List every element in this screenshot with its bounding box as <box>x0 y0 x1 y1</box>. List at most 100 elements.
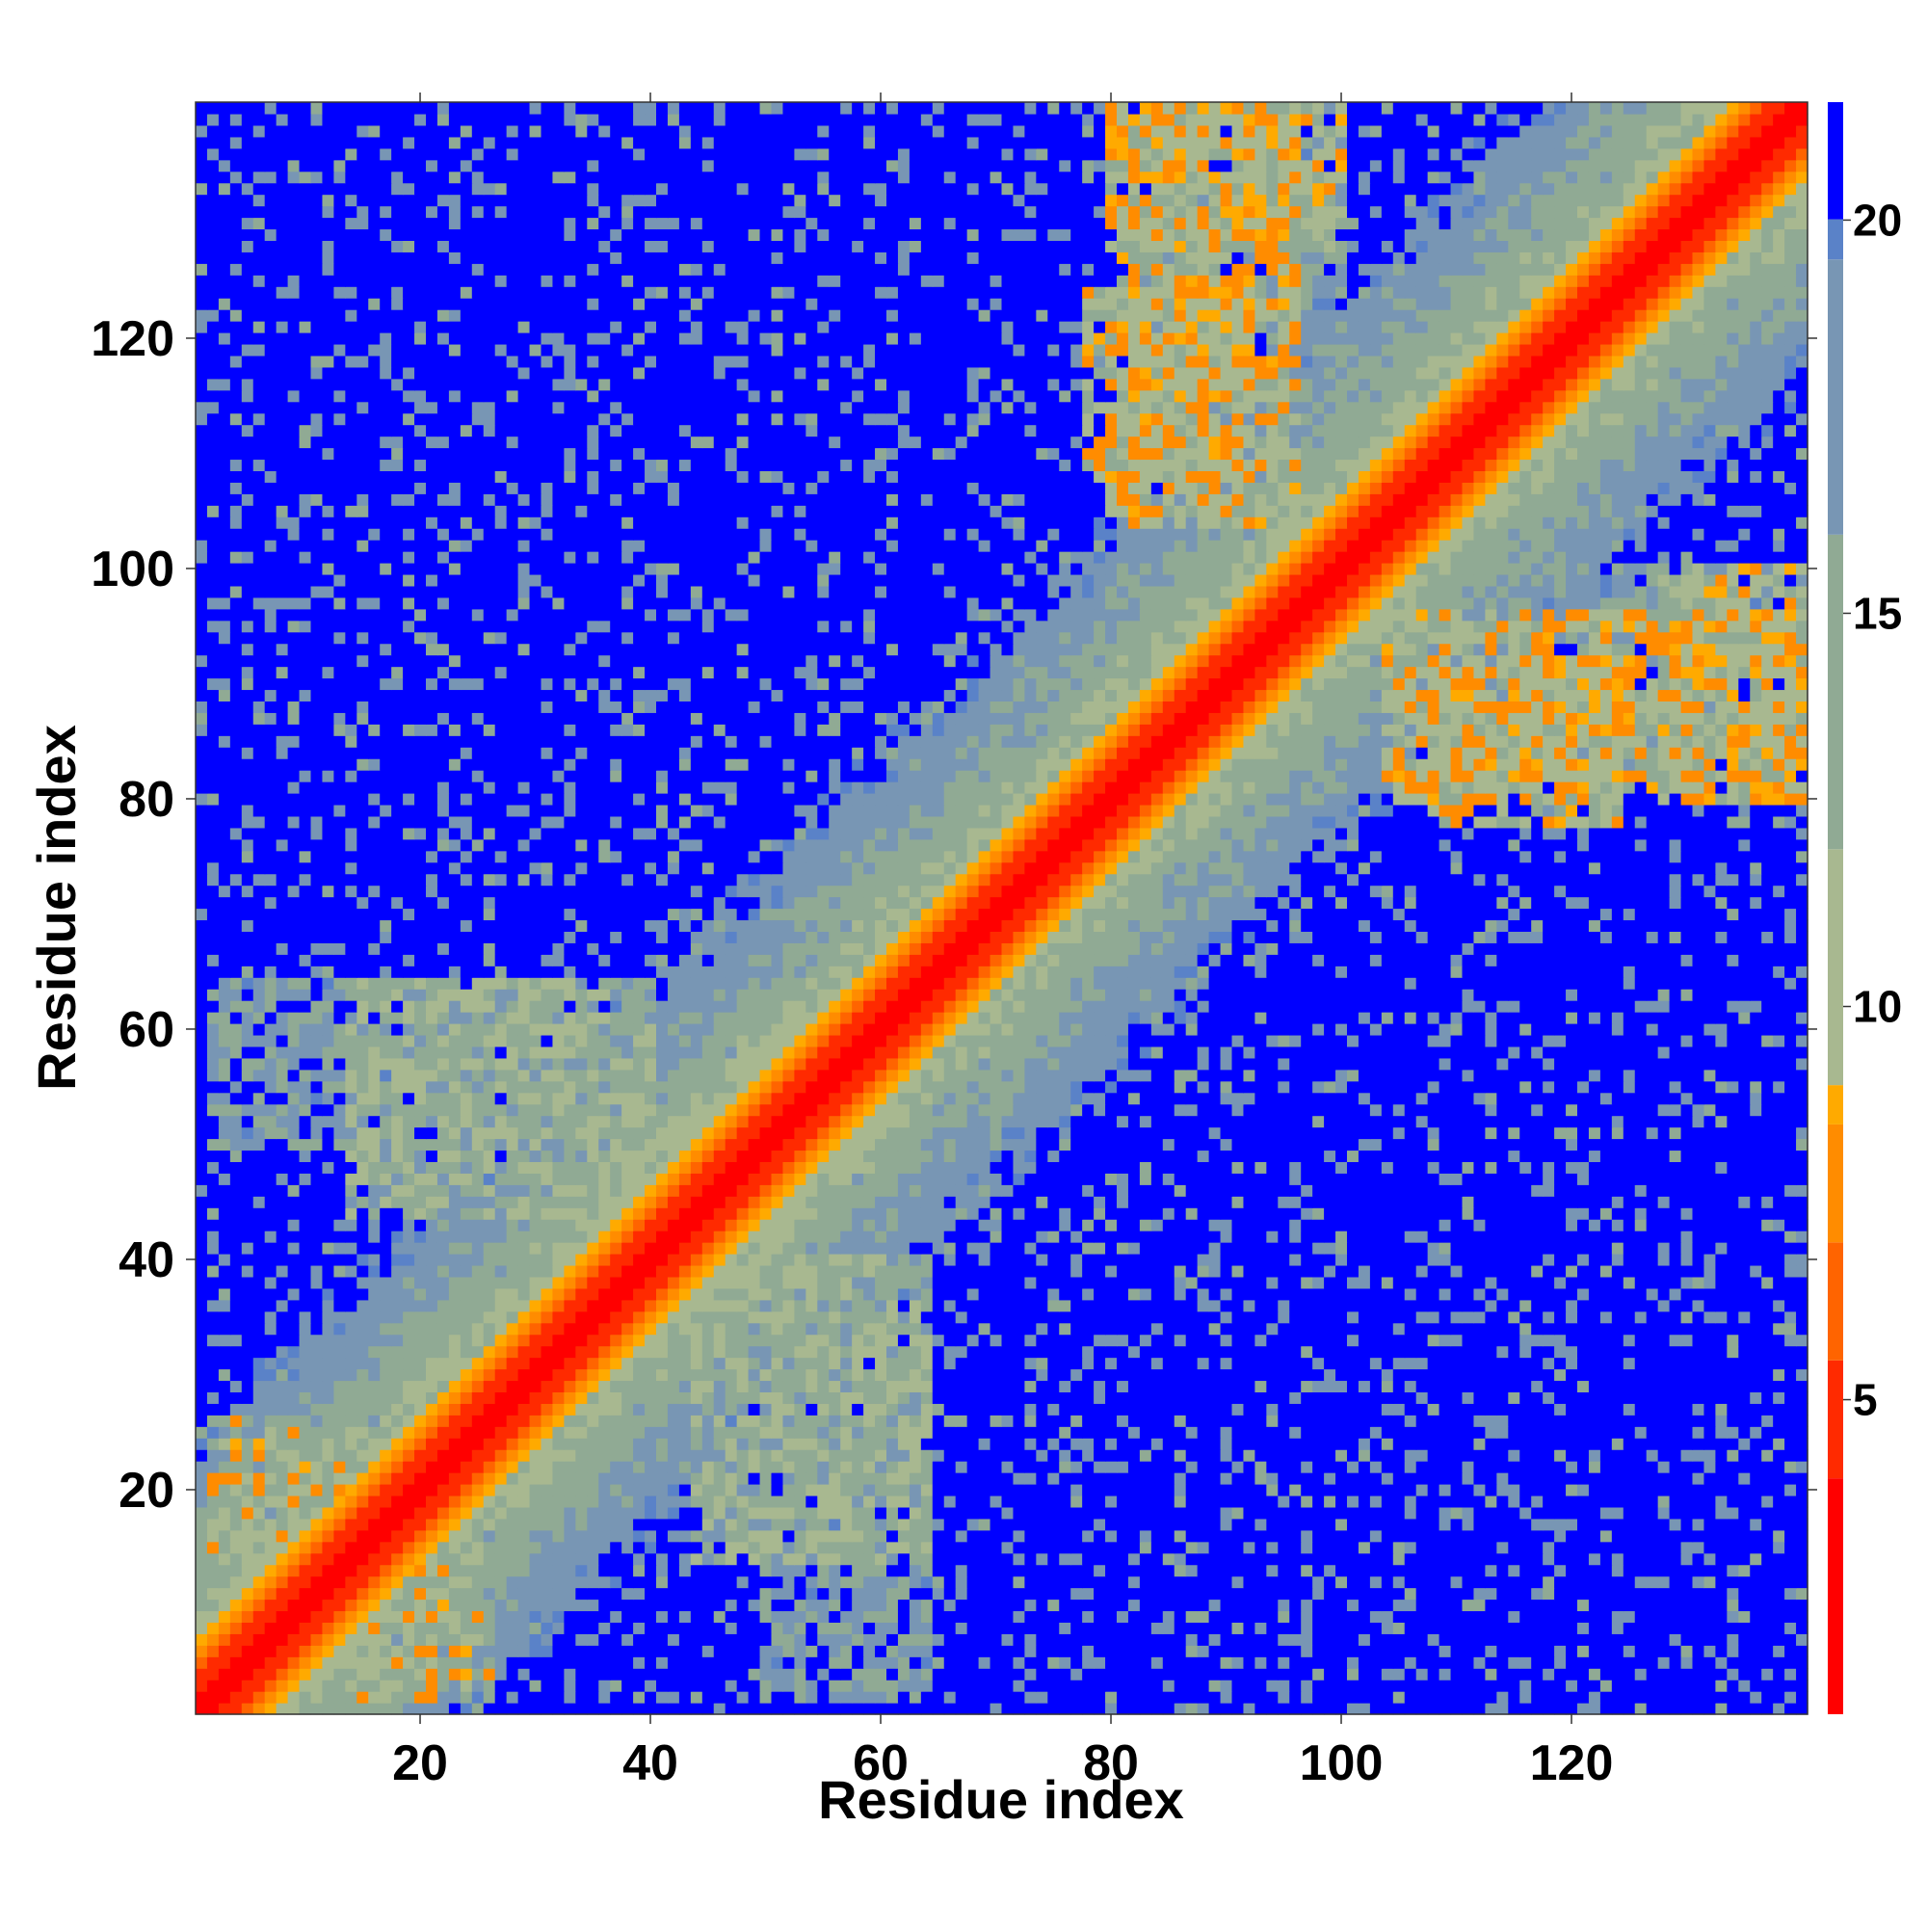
heatmap-cell <box>299 1506 312 1520</box>
heatmap-cell <box>380 1610 392 1623</box>
heatmap-cell <box>322 1415 334 1427</box>
heatmap-cell <box>391 1656 404 1669</box>
heatmap-cell <box>1117 1645 1129 1657</box>
heatmap-cell <box>1047 1368 1060 1382</box>
heatmap-cell <box>667 1633 680 1646</box>
heatmap-cell <box>920 1438 934 1450</box>
heatmap-cell <box>403 1633 415 1646</box>
heatmap-cell <box>1715 1461 1728 1473</box>
heatmap-cell <box>1761 1610 1774 1623</box>
heatmap-cell <box>966 1691 980 1704</box>
heatmap-cell <box>1657 1391 1671 1404</box>
heatmap-cell <box>1208 1691 1222 1704</box>
heatmap-cell <box>448 1680 462 1692</box>
heatmap-cell <box>575 1461 588 1473</box>
heatmap-cell <box>276 1357 289 1370</box>
heatmap-cell <box>1588 1506 1601 1520</box>
heatmap-cell <box>656 1380 669 1392</box>
heatmap-cell <box>701 1357 715 1370</box>
heatmap-cell <box>667 1484 680 1496</box>
heatmap-cell <box>966 1380 980 1392</box>
heatmap-cell <box>1680 1541 1694 1554</box>
heatmap-cell <box>1301 1680 1313 1692</box>
heatmap-cell <box>276 1310 289 1324</box>
heatmap-cell <box>1485 1610 1497 1623</box>
heatmap-cell <box>1450 1334 1464 1347</box>
heatmap-cell <box>1358 1334 1371 1347</box>
heatmap-cell <box>897 1368 911 1382</box>
heatmap-cell <box>725 1610 738 1623</box>
heatmap-cell <box>1577 1587 1590 1601</box>
heatmap-cell <box>852 1310 864 1324</box>
heatmap-cell <box>1392 1668 1406 1681</box>
heatmap-cell <box>206 1668 220 1681</box>
heatmap-cell <box>645 1391 657 1404</box>
heatmap-cell <box>886 1380 899 1392</box>
heatmap-cell <box>1680 1703 1694 1715</box>
heatmap-cell <box>1369 1438 1383 1450</box>
heatmap-cell <box>1369 1610 1383 1623</box>
heatmap-cell <box>1623 1656 1636 1669</box>
heatmap-cell <box>287 1518 301 1531</box>
heatmap-cell <box>690 1506 703 1520</box>
heatmap-cell <box>1750 1426 1762 1439</box>
heatmap-cell <box>1450 1575 1464 1589</box>
heatmap-cell <box>276 1461 289 1473</box>
heatmap-cell <box>1404 1310 1417 1324</box>
heatmap-cell <box>1611 1438 1624 1450</box>
heatmap-cell <box>322 1345 334 1359</box>
heatmap-cell <box>529 1541 542 1554</box>
heatmap-cell <box>875 1357 887 1370</box>
heatmap-cell <box>1439 1322 1452 1336</box>
heatmap-cell <box>610 1461 622 1473</box>
heatmap-cell <box>678 1564 692 1577</box>
heatmap-cell <box>1519 1610 1532 1623</box>
heatmap-cell <box>575 1587 588 1601</box>
heatmap-cell <box>1392 1656 1406 1669</box>
heatmap-cell <box>782 1391 795 1404</box>
heatmap-cell <box>966 1564 980 1577</box>
heatmap-cell <box>1715 1449 1728 1462</box>
heatmap-cell <box>1531 1529 1544 1543</box>
heatmap-cell <box>1036 1322 1048 1336</box>
heatmap-cell <box>1599 1564 1613 1577</box>
heatmap-cell <box>678 1518 692 1531</box>
heatmap-cell <box>1738 1564 1751 1577</box>
heatmap-cell <box>633 1495 646 1508</box>
heatmap-cell <box>782 1426 795 1439</box>
heatmap-cell <box>725 1357 738 1370</box>
heatmap-cell <box>206 1587 220 1601</box>
heatmap-cell <box>1519 1438 1532 1450</box>
heatmap-cell <box>1680 1484 1694 1496</box>
heatmap-cell <box>1611 1322 1624 1336</box>
heatmap-cell <box>587 1610 599 1623</box>
heatmap-cell <box>794 1656 806 1669</box>
heatmap-cell <box>345 1380 357 1392</box>
heatmap-cell <box>1024 1391 1037 1404</box>
heatmap-cell <box>333 1334 346 1347</box>
heatmap-cell <box>1358 1380 1371 1392</box>
heatmap-cell <box>391 1310 404 1324</box>
heatmap-cell <box>1347 1391 1359 1404</box>
heatmap-cell <box>1369 1322 1383 1336</box>
heatmap-cell <box>471 1310 485 1324</box>
heatmap-cell <box>1692 1310 1705 1324</box>
heatmap-cell <box>1508 1703 1520 1715</box>
heatmap-cell <box>552 1495 565 1508</box>
heatmap-cell <box>840 1564 853 1577</box>
heatmap-cell <box>1047 1426 1060 1439</box>
heatmap-cell <box>460 1506 473 1520</box>
heatmap-cell <box>1024 1622 1037 1634</box>
heatmap-cell <box>1105 1703 1118 1715</box>
heatmap-cell <box>1623 1529 1636 1543</box>
heatmap-cell <box>1485 1529 1497 1543</box>
heatmap-cell <box>1623 1472 1636 1485</box>
heatmap-cell <box>529 1299 542 1312</box>
heatmap-cell <box>552 1587 565 1601</box>
heatmap-cell <box>322 1495 334 1508</box>
heatmap-cell <box>1727 1518 1739 1531</box>
heatmap-cell <box>1013 1529 1025 1543</box>
heatmap-cell <box>713 1310 726 1324</box>
heatmap-cell <box>759 1506 773 1520</box>
heatmap-cell <box>1024 1449 1037 1462</box>
